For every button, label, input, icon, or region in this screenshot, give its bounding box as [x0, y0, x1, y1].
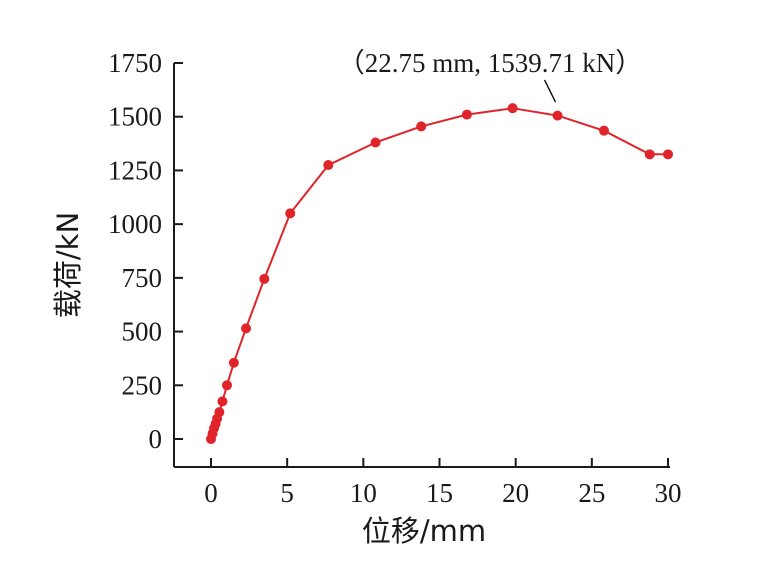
x-ticks: 0 5 10 15 20 25 30	[204, 458, 682, 508]
data-point	[323, 160, 334, 171]
y-tick-label: 1750	[108, 48, 162, 78]
x-tick-label: 30	[655, 478, 682, 508]
data-point	[663, 149, 673, 160]
axes	[173, 63, 670, 468]
x-tick-label: 5	[280, 478, 294, 508]
series-group	[206, 103, 673, 444]
annotation-label: （22.75 mm, 1539.71 kN）	[338, 48, 643, 78]
x-tick-label: 0	[204, 478, 218, 508]
annotation-group: （22.75 mm, 1539.71 kN）	[338, 48, 643, 103]
data-point	[370, 137, 381, 148]
x-tick-label: 15	[426, 478, 453, 508]
data-point	[507, 103, 518, 114]
data-point	[599, 125, 610, 136]
y-tick-label: 1500	[108, 102, 162, 132]
y-tick-label: 1000	[108, 209, 162, 239]
data-point	[241, 323, 252, 334]
x-axis-title: 位移/mm	[362, 514, 486, 548]
annotation-leader-line	[543, 79, 557, 103]
data-point	[214, 407, 225, 418]
x-tick-label: 20	[502, 478, 529, 508]
data-point	[217, 396, 228, 407]
data-point	[644, 149, 655, 160]
x-tick-label: 25	[578, 478, 605, 508]
y-tick-label: 1250	[108, 155, 162, 185]
data-point	[228, 357, 239, 368]
data-point	[285, 208, 296, 219]
y-tick-label: 500	[122, 317, 163, 347]
y-tick-label: 0	[149, 424, 163, 454]
x-tick-label: 10	[350, 478, 377, 508]
data-point	[221, 380, 232, 391]
data-point	[259, 273, 270, 284]
y-tick-label: 250	[122, 370, 163, 400]
y-tick-label: 750	[122, 263, 163, 293]
data-point	[552, 110, 563, 121]
y-ticks: 0 250 500 750 1000 1250 1500 1750	[108, 48, 183, 454]
y-axis-title: 载荷/kN	[51, 212, 85, 318]
data-point	[461, 109, 472, 120]
data-point	[416, 121, 427, 132]
series-line	[210, 107, 668, 440]
